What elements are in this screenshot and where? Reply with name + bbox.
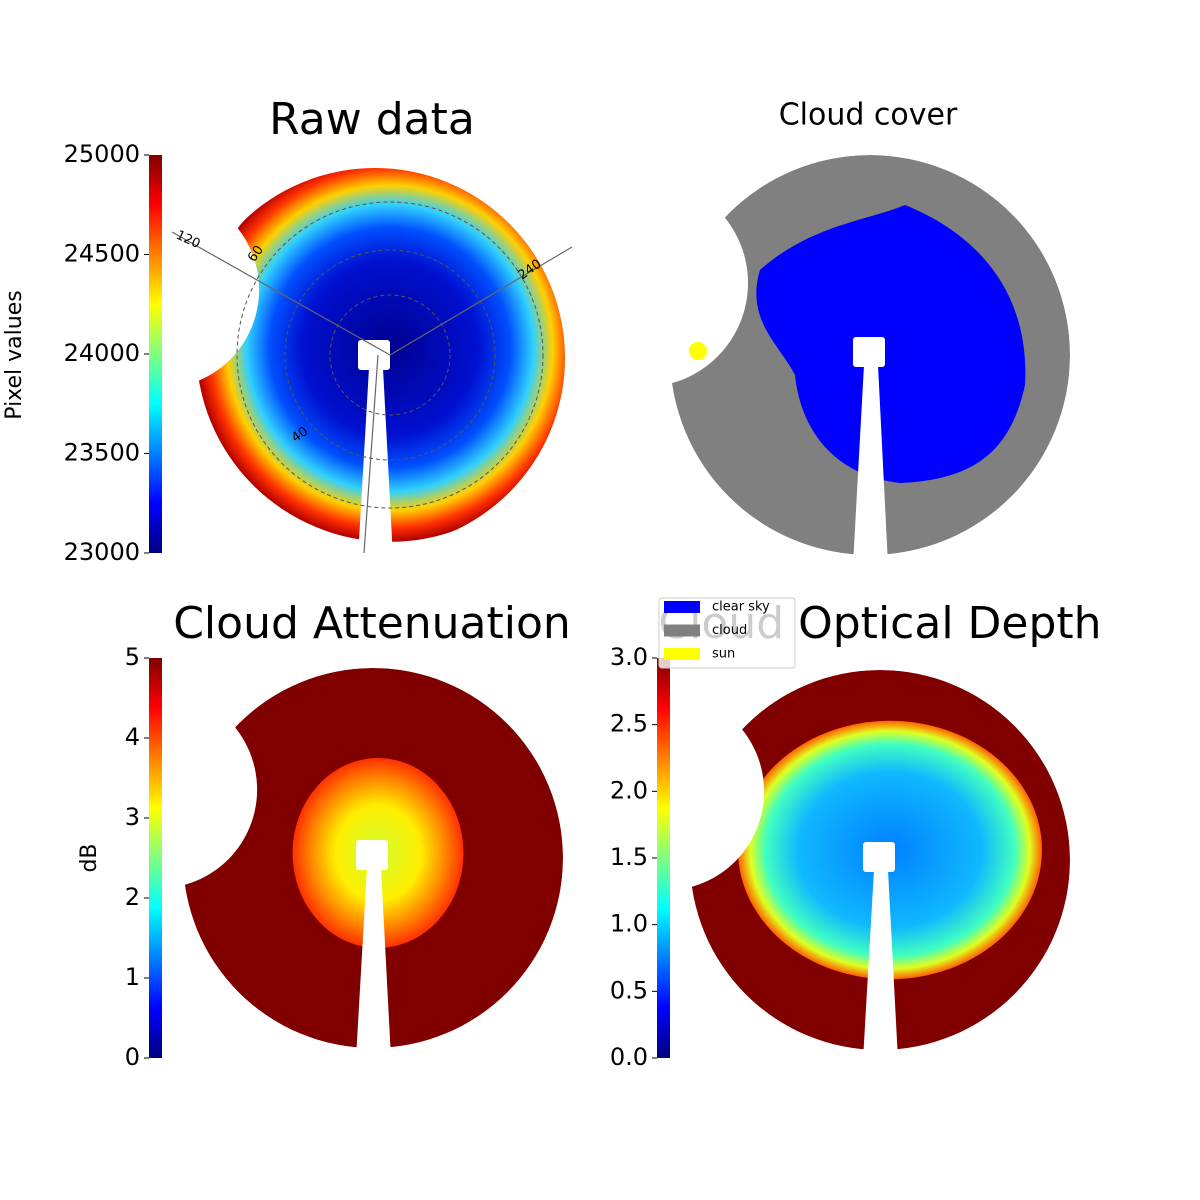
camera-mount: [853, 337, 885, 367]
sun-mark: [689, 342, 707, 360]
legend-swatch: [664, 601, 700, 613]
colorbar-tick-label: 0.5: [610, 976, 648, 1004]
legend-label: clear sky: [712, 600, 770, 615]
colorbar: [149, 658, 162, 1058]
polar-spoke: [389, 246, 573, 356]
colorbar-tick-label: 1: [125, 963, 140, 991]
colorbar-tick-label: 24000: [64, 339, 140, 367]
clear-sky-area: [756, 205, 1026, 483]
camera-arm: [853, 365, 888, 565]
colorbar-label: Pixel values: [2, 290, 27, 419]
legend-swatch: [664, 648, 700, 660]
polar-ring: [329, 294, 451, 416]
camera-mount: [863, 842, 895, 872]
colorbar-tick-label: 24500: [64, 240, 140, 268]
colorbar-tick-label: 3: [125, 803, 140, 831]
panel-title: Raw data: [269, 94, 475, 145]
legend-label: sun: [712, 647, 735, 662]
legend-swatch: [664, 624, 700, 637]
panel-title: Cloud cover: [779, 98, 958, 133]
camera-mount: [358, 340, 390, 370]
colorbar: [657, 658, 670, 1058]
polar-ring: [284, 249, 496, 461]
colorbar-tick-label: 23000: [64, 538, 140, 566]
colorbar-tick-label: 5: [125, 643, 140, 671]
camera-mount: [356, 840, 388, 870]
polar-label: 120: [174, 228, 203, 252]
camera-arm: [356, 868, 391, 1058]
camera-arm: [863, 870, 898, 1060]
colorbar-tick-label: 2.5: [610, 710, 648, 738]
polar-ring: [236, 201, 544, 509]
colorbar-label: dB: [77, 843, 102, 872]
colorbar: [149, 155, 162, 553]
panel-title: Cloud Attenuation: [173, 598, 571, 649]
colorbar-tick-label: 1.0: [610, 910, 648, 938]
colorbar-tick-label: 25000: [64, 140, 140, 168]
colorbar-tick-label: 3.0: [610, 643, 648, 671]
colorbar-tick-label: 0.0: [610, 1043, 648, 1071]
colorbar-tick-label: 0: [125, 1043, 140, 1071]
polar-spoke: [363, 354, 379, 554]
colorbar-tick-label: 2.0: [610, 776, 648, 804]
colorbar-tick-label: 2: [125, 883, 140, 911]
legend-label: cloud: [712, 623, 747, 638]
colorbar-tick-label: 4: [125, 723, 140, 751]
colorbar-tick-label: 1.5: [610, 843, 648, 871]
polar-spoke: [171, 231, 391, 356]
colorbar-tick-label: 23500: [64, 439, 140, 467]
